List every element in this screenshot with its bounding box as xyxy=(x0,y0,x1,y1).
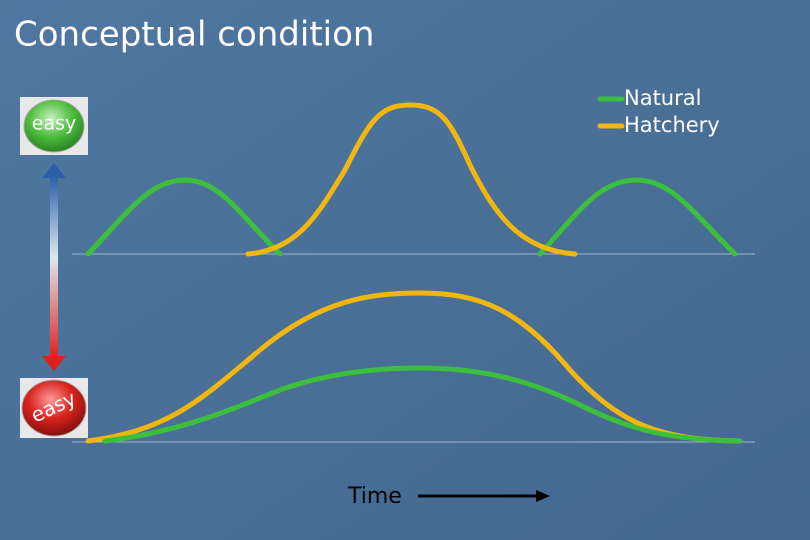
hatchery-curve xyxy=(245,102,578,257)
legend-label: Natural xyxy=(624,86,701,110)
legend-label: Hatchery xyxy=(624,113,720,137)
arrow-head xyxy=(42,163,66,178)
x-axis-label: Time xyxy=(347,484,402,509)
arrow-head xyxy=(42,356,66,371)
easy-button xyxy=(21,379,87,437)
scale-arrow xyxy=(50,176,58,358)
button-label: easy xyxy=(32,113,76,135)
natural-curve xyxy=(102,365,743,444)
easy-button xyxy=(23,99,85,153)
arrow-head xyxy=(536,490,550,502)
natural-curve xyxy=(85,177,283,257)
slide-title: Conceptual condition xyxy=(14,15,374,55)
hatchery-curve xyxy=(85,290,743,444)
natural-curve xyxy=(537,177,738,257)
